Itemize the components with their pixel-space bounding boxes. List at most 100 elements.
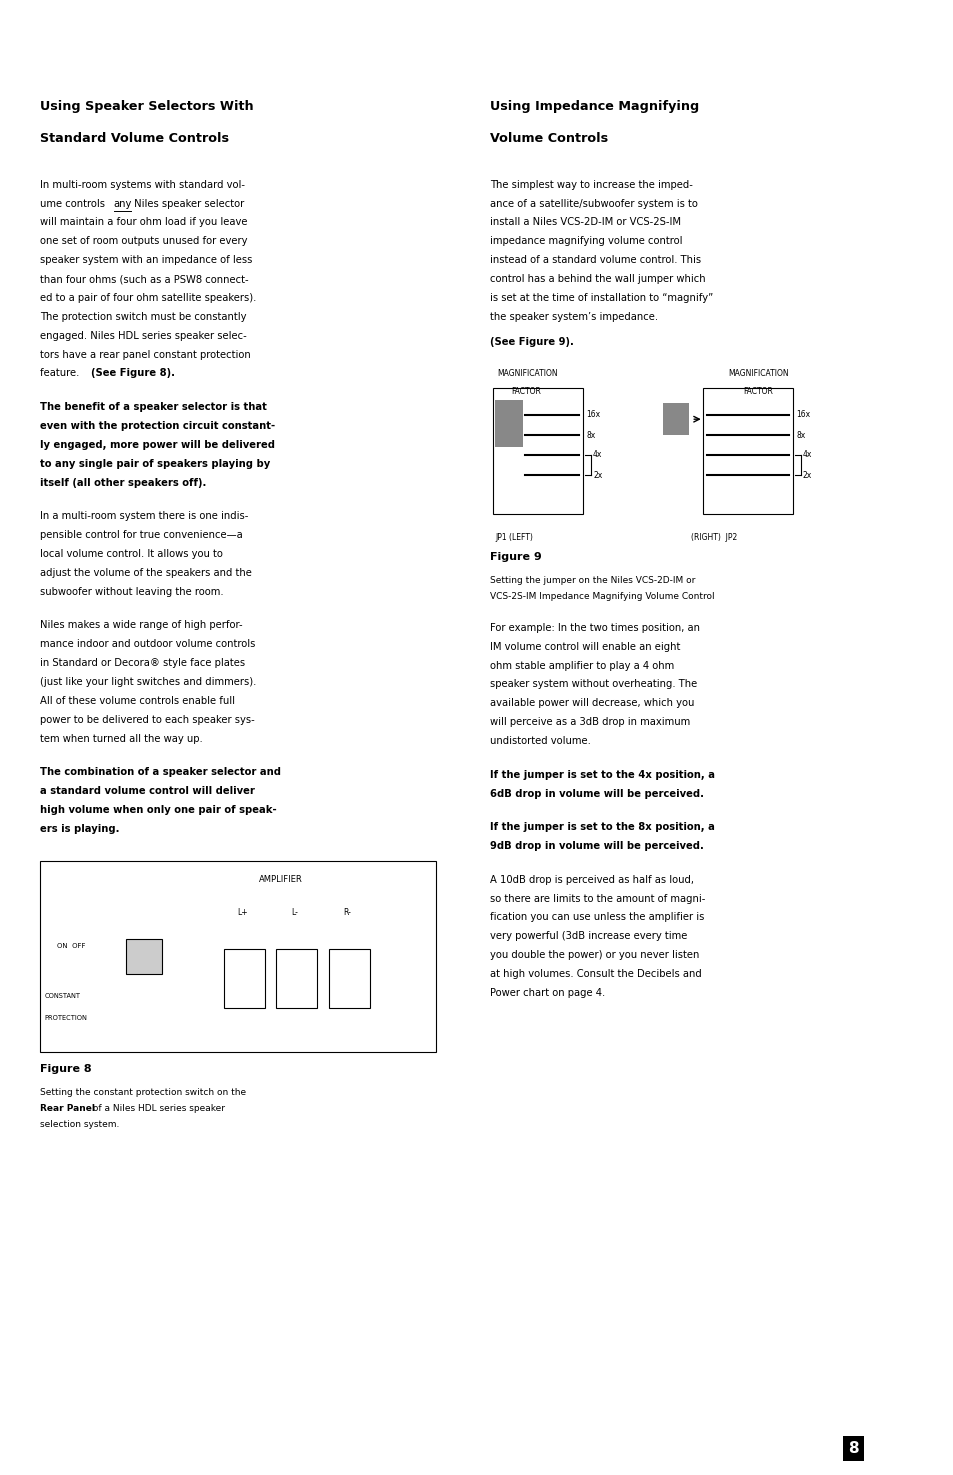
Text: Using Impedance Magnifying: Using Impedance Magnifying (490, 100, 699, 114)
Text: ume controls: ume controls (40, 199, 108, 208)
FancyBboxPatch shape (702, 388, 793, 513)
Text: Niles makes a wide range of high perfor-: Niles makes a wide range of high perfor- (40, 621, 242, 630)
Text: is set at the time of installation to “magnify”: is set at the time of installation to “m… (490, 294, 713, 302)
FancyBboxPatch shape (493, 388, 583, 513)
Text: 8x: 8x (796, 431, 804, 440)
Text: to any single pair of speakers playing by: to any single pair of speakers playing b… (40, 459, 270, 469)
Text: subwoofer without leaving the room.: subwoofer without leaving the room. (40, 587, 223, 597)
Text: 6dB drop in volume will be perceived.: 6dB drop in volume will be perceived. (490, 789, 703, 798)
Text: ly engaged, more power will be delivered: ly engaged, more power will be delivered (40, 440, 274, 450)
Text: engaged. Niles HDL series speaker selec-: engaged. Niles HDL series speaker selec- (40, 330, 247, 341)
Text: Figure 9: Figure 9 (490, 552, 541, 562)
Text: control has a behind the wall jumper which: control has a behind the wall jumper whi… (490, 274, 705, 285)
Text: in Standard or Decora® style face plates: in Standard or Decora® style face plates (40, 658, 245, 668)
Text: The protection switch must be constantly: The protection switch must be constantly (40, 311, 246, 322)
FancyBboxPatch shape (328, 948, 369, 1007)
Text: FACTOR: FACTOR (742, 386, 772, 395)
Text: impedance magnifying volume control: impedance magnifying volume control (490, 236, 681, 246)
Text: available power will decrease, which you: available power will decrease, which you (490, 698, 694, 708)
Text: (RIGHT)  JP2: (RIGHT) JP2 (691, 532, 737, 541)
Text: Volume Controls: Volume Controls (490, 133, 607, 146)
Text: 16x: 16x (586, 410, 599, 419)
Text: Power chart on page 4.: Power chart on page 4. (490, 988, 604, 999)
FancyBboxPatch shape (275, 948, 316, 1007)
Text: A 10dB drop is perceived as half as loud,: A 10dB drop is perceived as half as loud… (490, 875, 693, 885)
Text: 4x: 4x (593, 450, 601, 459)
Text: MAGNIFICATION: MAGNIFICATION (728, 369, 788, 378)
Text: R-: R- (343, 907, 352, 916)
Text: the speaker system’s impedance.: the speaker system’s impedance. (490, 311, 658, 322)
Text: local volume control. It allows you to: local volume control. It allows you to (40, 549, 223, 559)
Text: power to be delivered to each speaker sys-: power to be delivered to each speaker sy… (40, 715, 254, 724)
Text: 4x: 4x (802, 450, 811, 459)
Text: ed to a pair of four ohm satellite speakers).: ed to a pair of four ohm satellite speak… (40, 294, 256, 302)
Text: Setting the constant protection switch on the: Setting the constant protection switch o… (40, 1087, 246, 1096)
Text: of a Niles HDL series speaker: of a Niles HDL series speaker (90, 1103, 224, 1112)
Text: high volume when only one pair of speak-: high volume when only one pair of speak- (40, 805, 276, 816)
Text: itself (all other speakers off).: itself (all other speakers off). (40, 478, 206, 488)
Text: 16x: 16x (796, 410, 809, 419)
Text: In multi-room systems with standard vol-: In multi-room systems with standard vol- (40, 180, 245, 190)
Text: instead of a standard volume control. This: instead of a standard volume control. Th… (490, 255, 700, 266)
Text: For example: In the two times position, an: For example: In the two times position, … (490, 622, 700, 633)
Text: so there are limits to the amount of magni-: so there are limits to the amount of mag… (490, 894, 704, 904)
FancyBboxPatch shape (662, 403, 689, 435)
Text: If the jumper is set to the 8x position, a: If the jumper is set to the 8x position,… (490, 822, 714, 832)
Text: 2x: 2x (802, 471, 811, 479)
Text: VCS-2S-IM Impedance Magnifying Volume Control: VCS-2S-IM Impedance Magnifying Volume Co… (490, 591, 714, 600)
Text: than four ohms (such as a PSW8 connect-: than four ohms (such as a PSW8 connect- (40, 274, 249, 285)
Text: Rear Panel: Rear Panel (40, 1103, 95, 1112)
Text: ohm stable amplifier to play a 4 ohm: ohm stable amplifier to play a 4 ohm (490, 661, 674, 671)
Text: 8x: 8x (586, 431, 595, 440)
Text: Impedance: Impedance (913, 400, 928, 493)
FancyBboxPatch shape (495, 400, 523, 447)
Text: Standard Volume Controls: Standard Volume Controls (40, 133, 229, 146)
Text: L+: L+ (237, 907, 248, 916)
Text: CONSTANT: CONSTANT (45, 993, 81, 999)
Text: FACTOR: FACTOR (511, 386, 540, 395)
Text: The simplest way to increase the imped-: The simplest way to increase the imped- (490, 180, 692, 190)
Text: ON  OFF: ON OFF (57, 943, 86, 948)
Text: If the jumper is set to the 4x position, a: If the jumper is set to the 4x position,… (490, 770, 714, 780)
Text: (just like your light switches and dimmers).: (just like your light switches and dimme… (40, 677, 256, 687)
Text: mance indoor and outdoor volume controls: mance indoor and outdoor volume controls (40, 639, 255, 649)
Text: selection system.: selection system. (40, 1120, 119, 1128)
Text: Using Speaker Selectors With: Using Speaker Selectors With (40, 100, 253, 114)
Text: 8: 8 (847, 1441, 859, 1456)
Text: (See Figure 9).: (See Figure 9). (490, 336, 574, 347)
Text: speaker system without overheating. The: speaker system without overheating. The (490, 680, 697, 689)
Text: 2x: 2x (593, 471, 601, 479)
Text: (See Figure 8).: (See Figure 8). (91, 369, 175, 379)
FancyBboxPatch shape (223, 948, 264, 1007)
Text: MAGNIFICATION: MAGNIFICATION (497, 369, 558, 378)
Text: Niles speaker selector: Niles speaker selector (131, 199, 244, 208)
FancyBboxPatch shape (126, 938, 162, 974)
Text: 9dB drop in volume will be perceived.: 9dB drop in volume will be perceived. (490, 841, 703, 851)
Text: at high volumes. Consult the Decibels and: at high volumes. Consult the Decibels an… (490, 969, 701, 979)
Text: will perceive as a 3dB drop in maximum: will perceive as a 3dB drop in maximum (490, 717, 690, 727)
Text: The combination of a speaker selector and: The combination of a speaker selector an… (40, 767, 281, 777)
Text: any: any (113, 199, 132, 208)
Text: pensible control for true convenience—a: pensible control for true convenience—a (40, 530, 242, 540)
Text: The benefit of a speaker selector is that: The benefit of a speaker selector is tha… (40, 403, 267, 412)
Text: speaker system with an impedance of less: speaker system with an impedance of less (40, 255, 253, 266)
Text: AMPLIFIER: AMPLIFIER (258, 875, 302, 884)
Text: feature.: feature. (40, 369, 82, 379)
FancyBboxPatch shape (40, 860, 436, 1052)
Text: L-: L- (292, 907, 298, 916)
Text: one set of room outputs unused for every: one set of room outputs unused for every (40, 236, 247, 246)
Text: fication you can use unless the amplifier is: fication you can use unless the amplifie… (490, 913, 703, 922)
Text: you double the power) or you never listen: you double the power) or you never liste… (490, 950, 699, 960)
Text: tem when turned all the way up.: tem when turned all the way up. (40, 733, 202, 743)
Text: Setting the jumper on the Niles VCS-2D-IM or: Setting the jumper on the Niles VCS-2D-I… (490, 575, 695, 584)
Text: ance of a satellite/subwoofer system is to: ance of a satellite/subwoofer system is … (490, 199, 697, 208)
Text: even with the protection circuit constant-: even with the protection circuit constan… (40, 420, 274, 431)
Text: PROTECTION: PROTECTION (45, 1015, 88, 1021)
Text: In a multi-room system there is one indis-: In a multi-room system there is one indi… (40, 512, 248, 521)
Text: adjust the volume of the speakers and the: adjust the volume of the speakers and th… (40, 568, 252, 578)
Text: Figure 8: Figure 8 (40, 1063, 91, 1074)
Text: very powerful (3dB increase every time: very powerful (3dB increase every time (490, 931, 686, 941)
Text: a standard volume control will deliver: a standard volume control will deliver (40, 786, 254, 797)
Text: undistorted volume.: undistorted volume. (490, 736, 590, 746)
Text: IM volume control will enable an eight: IM volume control will enable an eight (490, 642, 679, 652)
